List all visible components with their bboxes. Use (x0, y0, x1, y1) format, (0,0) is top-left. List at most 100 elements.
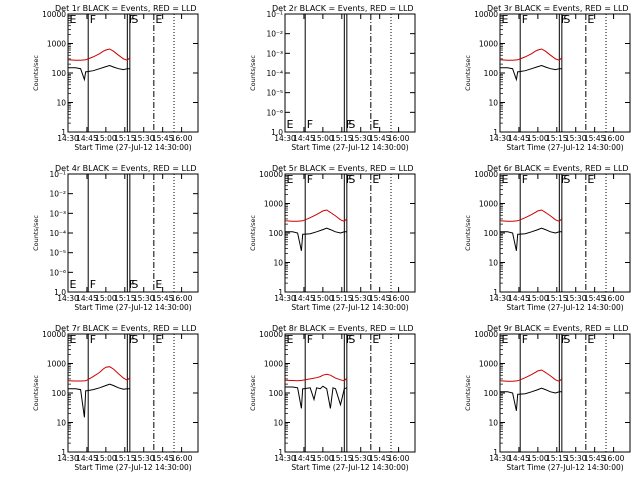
x-tick-label: 14:45 (293, 294, 315, 303)
x-tick-label: 15:00 (312, 134, 334, 143)
panel-title: Det 7r BLACK = Events, RED = LLD (55, 324, 197, 333)
x-tick-label: 15:15 (546, 134, 568, 143)
series-line-lld (67, 48, 131, 61)
panel-det-8r: Det 8r BLACK = Events, RED = LLD 1 10 100 10… (249, 324, 416, 472)
time-marker-label: S (131, 13, 138, 26)
series-line-lld (499, 369, 563, 382)
time-marker-label: E (587, 173, 594, 186)
x-tick-label: 15:15 (546, 294, 568, 303)
y-tick-label: 100 (484, 229, 499, 238)
x-tick-label: 15:30 (350, 134, 372, 143)
time-marker-label: S (563, 13, 570, 26)
y-tick-label: 10⁻⁶ (49, 268, 66, 277)
plot-frame (284, 13, 416, 133)
y-tick-label: 10000 (259, 330, 283, 339)
y-axis-label: Counts/sec (249, 375, 257, 411)
x-tick-label: 14:30 (57, 294, 79, 303)
time-marker-label: S (131, 278, 138, 291)
panel-det-4r: Det 4r BLACK = Events, RED = LLD 1.0 10⁻⁶ 1… (32, 164, 199, 312)
x-tick-label: 14:30 (274, 294, 296, 303)
x-tick-label: 16:00 (388, 454, 410, 463)
x-tick-label: 14:30 (489, 294, 511, 303)
panel-det-1r: Det 1r BLACK = Events, RED = LLD 1 10 100 10… (32, 4, 199, 152)
x-axis-label: Start Time (27-Jul-12 14:30:00) (74, 303, 191, 312)
x-tick-label: 15:00 (527, 454, 549, 463)
x-tick-label: 15:45 (369, 294, 391, 303)
y-tick-label: 1 (493, 448, 498, 457)
panel-det-7r: Det 7r BLACK = Events, RED = LLD 1 10 100 10… (32, 324, 199, 472)
x-tick-label: 15:45 (152, 454, 174, 463)
panel-title: Det 1r BLACK = Events, RED = LLD (55, 4, 197, 13)
panel-title: Det 4r BLACK = Events, RED = LLD (55, 164, 197, 173)
series-line-events (285, 227, 347, 251)
x-tick-label: 15:15 (331, 294, 353, 303)
time-marker-label: E (587, 333, 594, 346)
y-tick-label: 1000 (264, 200, 283, 209)
x-tick-label: 14:30 (57, 454, 79, 463)
x-tick-label: 14:45 (293, 454, 315, 463)
x-tick-label: 15:30 (350, 294, 372, 303)
plot-frame (284, 173, 416, 293)
y-tick-label: 100 (484, 389, 499, 398)
y-tick-label: 10 (488, 419, 498, 428)
y-tick-label: 100 (269, 229, 284, 238)
x-tick-label: 15:30 (565, 294, 587, 303)
plot-frame (499, 13, 631, 133)
x-tick-label: 15:30 (133, 134, 155, 143)
time-marker-label: E (287, 118, 294, 131)
y-axis-label: Counts/sec (464, 375, 472, 411)
y-tick-label: 1000 (479, 40, 498, 49)
y-tick-label: 1.0 (271, 128, 283, 137)
x-axis-label: Start Time (27-Jul-12 14:30:00) (506, 143, 623, 152)
y-tick-label: 10⁻³ (266, 49, 283, 58)
time-marker-label: S (563, 333, 570, 346)
x-tick-label: 15:30 (350, 454, 372, 463)
time-marker-label: E (155, 278, 162, 291)
time-marker-label: S (131, 333, 138, 346)
x-tick-label: 15:00 (95, 294, 117, 303)
x-tick-label: 14:30 (489, 454, 511, 463)
time-marker-label: E (287, 173, 294, 186)
x-tick-label: 15:00 (312, 454, 334, 463)
y-tick-label: 10⁻⁴ (266, 69, 283, 78)
time-marker-label: E (155, 333, 162, 346)
x-tick-label: 15:45 (584, 454, 606, 463)
y-tick-label: 100 (269, 389, 284, 398)
time-marker-label: E (372, 333, 379, 346)
y-tick-label: 10 (273, 259, 283, 268)
y-tick-label: 1 (493, 128, 498, 137)
series-line-lld (499, 48, 563, 61)
time-marker-label: F (522, 13, 528, 26)
series-line-lld (499, 209, 563, 222)
y-tick-label: 10⁻³ (49, 209, 66, 218)
y-tick-label: 10000 (474, 10, 498, 19)
x-tick-label: 15:00 (527, 294, 549, 303)
x-tick-label: 14:45 (508, 134, 530, 143)
y-tick-label: 10000 (474, 330, 498, 339)
time-marker-label: E (70, 13, 77, 26)
plot-frame (499, 173, 631, 293)
time-marker-label: S (348, 173, 355, 186)
series-line-events (68, 383, 130, 418)
y-tick-label: 10 (56, 99, 66, 108)
y-tick-label: 1000 (47, 40, 66, 49)
x-tick-label: 14:45 (508, 294, 530, 303)
panel-det-5r: Det 5r BLACK = Events, RED = LLD 1 10 100 10… (249, 164, 416, 312)
x-tick-label: 14:30 (274, 134, 296, 143)
panel-title: Det 9r BLACK = Events, RED = LLD (487, 324, 629, 333)
time-marker-label: E (70, 333, 77, 346)
y-tick-label: 10000 (474, 170, 498, 179)
plot-frame (67, 13, 199, 133)
y-tick-label: 10⁻⁶ (266, 108, 283, 117)
y-tick-label: 1000 (47, 360, 66, 369)
y-tick-label: 1 (61, 448, 66, 457)
x-tick-label: 14:45 (76, 454, 98, 463)
time-marker-label: S (348, 118, 355, 131)
time-marker-label: E (502, 13, 509, 26)
time-marker-label: S (563, 173, 570, 186)
x-tick-label: 15:45 (584, 134, 606, 143)
x-tick-label: 15:15 (114, 294, 136, 303)
y-tick-label: 1 (278, 448, 283, 457)
x-tick-label: 15:15 (114, 134, 136, 143)
